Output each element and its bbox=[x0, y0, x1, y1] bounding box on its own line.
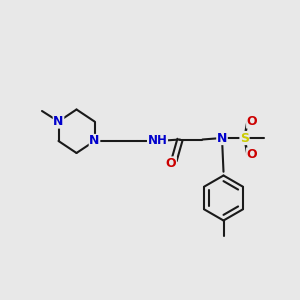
Text: O: O bbox=[247, 115, 257, 128]
Text: N: N bbox=[217, 131, 227, 145]
Text: NH: NH bbox=[148, 134, 167, 148]
Text: O: O bbox=[166, 157, 176, 170]
Text: N: N bbox=[53, 115, 64, 128]
Text: S: S bbox=[240, 131, 249, 145]
Text: O: O bbox=[247, 148, 257, 161]
Text: N: N bbox=[89, 134, 100, 148]
